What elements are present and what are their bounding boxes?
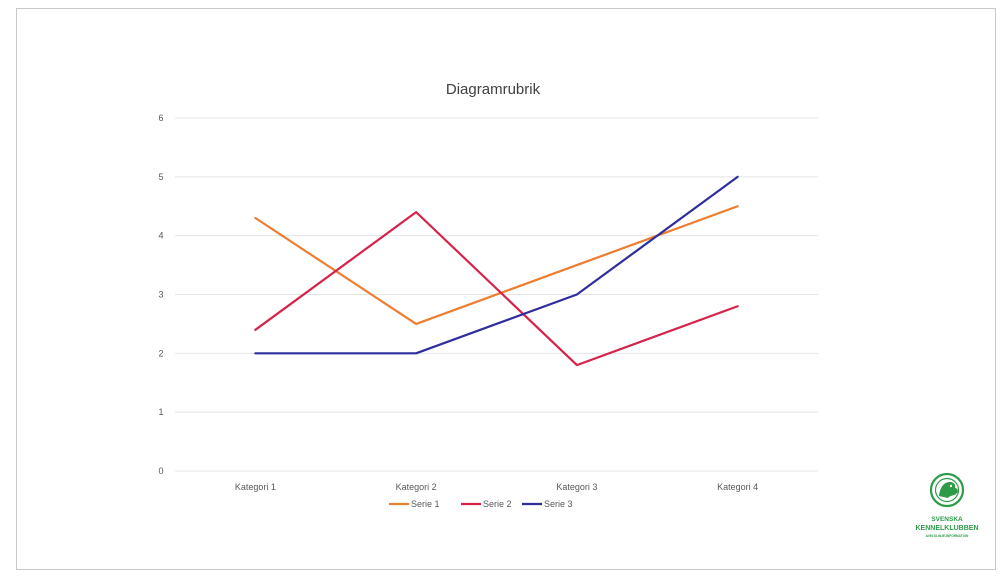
legend-label: Serie 2 [483, 499, 512, 509]
y-tick-label: 1 [158, 407, 163, 417]
legend-label: Serie 3 [544, 499, 573, 509]
chart-title: Diagramrubrik [446, 81, 541, 98]
series-lines [254, 175, 739, 367]
svg-text:SVENSKA: SVENSKA [931, 516, 963, 523]
series-line-1 [254, 205, 739, 326]
y-tick-label: 6 [158, 113, 163, 123]
slide-frame [16, 8, 996, 570]
legend: Serie 1 Serie 2 Serie 3 [389, 499, 573, 509]
y-tick-label: 4 [158, 231, 163, 241]
y-tick-label: 3 [158, 290, 163, 300]
x-tick-label: Kategori 2 [396, 482, 437, 492]
svg-text:AVELSLINJE-INFORMATION: AVELSLINJE-INFORMATION [926, 534, 969, 538]
svenska-kennelklubben-logo: SVENSKA KENNELKLUBBEN AVELSLINJE-INFORMA… [916, 472, 979, 538]
svg-text:KENNELKLUBBEN: KENNELKLUBBEN [916, 525, 979, 532]
x-tick-label: Kategori 1 [235, 482, 276, 492]
y-axis-tick-labels: 0 1 2 3 4 5 6 [158, 113, 163, 476]
y-tick-label: 5 [158, 172, 163, 182]
series-line-3 [254, 175, 739, 355]
y-tick-label: 0 [158, 466, 163, 476]
series-line-2 [254, 211, 739, 367]
x-tick-label: Kategori 3 [556, 482, 597, 492]
y-tick-label: 2 [158, 348, 163, 358]
x-axis-tick-labels: Kategori 1 Kategori 2 Kategori 3 Kategori 4 [235, 482, 758, 492]
legend-label: Serie 1 [411, 499, 440, 509]
x-tick-label: Kategori 4 [717, 482, 758, 492]
